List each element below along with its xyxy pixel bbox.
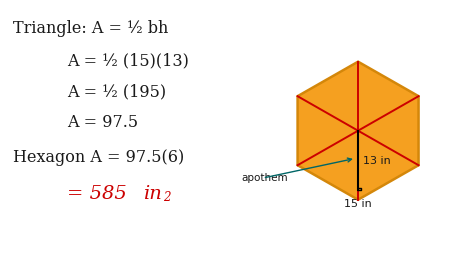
Text: Hexagon A = 97.5(6): Hexagon A = 97.5(6) — [12, 149, 184, 166]
Polygon shape — [298, 62, 419, 200]
Text: A = ½ (15)(13): A = ½ (15)(13) — [67, 52, 189, 69]
Text: Triangle: A = ½ bh: Triangle: A = ½ bh — [12, 20, 168, 37]
Text: A = 97.5: A = 97.5 — [67, 114, 138, 131]
Text: 2: 2 — [164, 190, 171, 203]
Text: apothem: apothem — [242, 173, 288, 183]
Text: A = ½ (195): A = ½ (195) — [67, 83, 166, 100]
Text: in: in — [143, 185, 162, 202]
Text: 15 in: 15 in — [344, 199, 372, 209]
Text: = 585: = 585 — [67, 185, 133, 202]
FancyArrowPatch shape — [265, 158, 352, 177]
Text: 13 in: 13 in — [363, 156, 391, 166]
